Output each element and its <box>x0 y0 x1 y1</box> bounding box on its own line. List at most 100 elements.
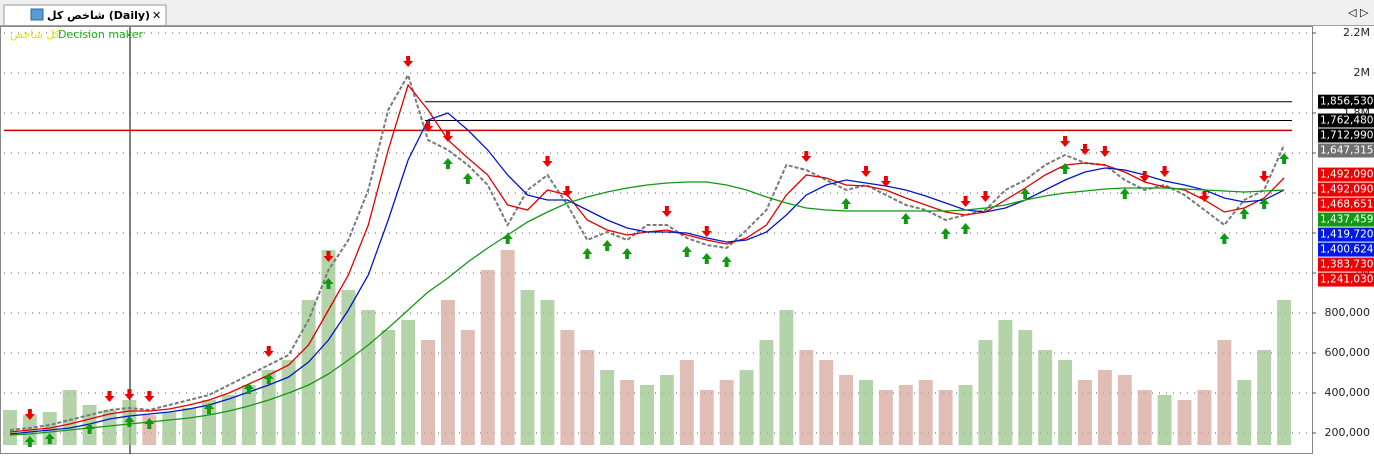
tab-close[interactable]: ✕ <box>152 9 161 22</box>
buy-signal <box>144 418 155 429</box>
volume-bar <box>819 360 834 445</box>
sell-signal <box>1159 166 1170 177</box>
sell-signal <box>124 389 135 400</box>
price-label: 1,468,651 <box>1320 199 1373 211</box>
buy-signal <box>900 213 911 224</box>
scroll-left[interactable]: ◁ <box>1348 6 1357 19</box>
scroll-right[interactable]: ▷ <box>1360 6 1369 19</box>
volume-bar <box>878 390 893 445</box>
price-box <box>1318 257 1374 272</box>
volume-bar <box>859 380 873 445</box>
price-label: 1,712,990 <box>1320 130 1373 142</box>
buy-signal <box>1020 188 1031 199</box>
legend-entry: Decision maker <box>58 28 144 41</box>
price-label: 1,492,090 <box>1320 169 1373 181</box>
buy-signal <box>1219 233 1230 244</box>
moving-average <box>9 181 1285 436</box>
volume-bar <box>221 395 236 445</box>
volume-bar <box>1197 390 1212 445</box>
sell-signal <box>1199 191 1210 202</box>
volume-bar <box>839 375 854 445</box>
buy-signal <box>1239 208 1250 219</box>
buy-signal <box>502 233 513 244</box>
volume-bar <box>779 310 794 445</box>
sell-signal <box>562 186 573 197</box>
tab-title[interactable]: شاخص کل (Daily) <box>47 9 150 22</box>
volume-bar <box>261 370 276 445</box>
tab-bar <box>0 0 1374 26</box>
price-label: 1,383,730 <box>1320 259 1373 271</box>
volume-bar <box>998 320 1013 445</box>
buy-signal <box>24 436 35 447</box>
buy-signal <box>243 383 254 394</box>
volume-bar <box>1097 370 1112 445</box>
y-tick-label: 400,000 <box>1325 386 1371 399</box>
y-tick-label: 800,000 <box>1325 306 1371 319</box>
sell-signal <box>701 226 712 237</box>
sell-signal <box>442 131 453 142</box>
price-box <box>1318 167 1374 182</box>
tab[interactable] <box>3 4 167 25</box>
volume-bar <box>1117 375 1132 445</box>
volume-bar <box>640 385 654 445</box>
sell-signal <box>960 196 971 207</box>
buy-signal <box>940 228 951 239</box>
plot-frame <box>0 26 1313 454</box>
sell-signal <box>263 346 274 357</box>
price-box <box>1318 128 1374 143</box>
volume-bar <box>719 380 734 445</box>
volume-bar <box>799 350 814 445</box>
buy-signal <box>1259 198 1270 209</box>
volume-bar <box>620 380 635 445</box>
buy-signal <box>462 173 473 184</box>
sell-signal <box>1079 144 1090 155</box>
price-box <box>1318 227 1374 242</box>
volume-bar <box>202 400 217 445</box>
volume-bar <box>182 408 197 445</box>
sell-signal <box>323 251 334 262</box>
sell-signal <box>1259 171 1270 182</box>
y-tick-label: 2M <box>1354 66 1371 79</box>
volume-bar <box>1018 330 1033 445</box>
buy-signal <box>323 278 334 289</box>
legend-entry: کل شاخص <box>10 28 61 41</box>
volume-bar <box>241 385 256 445</box>
price-label: 1,241,030 <box>1320 274 1373 286</box>
sell-signal <box>423 121 434 132</box>
price-label: 1,647,315 <box>1320 145 1373 157</box>
volume-bar <box>1137 390 1152 445</box>
volume-bar <box>440 300 455 445</box>
buy-signal <box>204 403 215 414</box>
volume-bar <box>520 290 535 445</box>
volume-bar <box>1038 350 1053 445</box>
buy-signal <box>681 246 692 257</box>
buy-signal <box>841 198 852 209</box>
volume-bar <box>600 370 615 445</box>
volume-bar <box>421 340 435 445</box>
volume-bar <box>62 390 77 445</box>
volume-bar <box>301 300 316 445</box>
price-label: 1,437,459 <box>1320 214 1373 226</box>
volume-bar <box>958 385 973 445</box>
price-box <box>1318 94 1374 109</box>
volume-bar <box>659 375 674 445</box>
volume-bar <box>321 250 336 445</box>
volume-bar <box>162 412 177 445</box>
moving-average <box>9 112 1285 435</box>
price-box <box>1318 272 1374 287</box>
volume-bar <box>679 360 694 445</box>
volume-bar <box>1058 360 1073 445</box>
price-line <box>9 72 1285 431</box>
volume-bar <box>1237 380 1252 445</box>
sell-signal <box>801 151 812 162</box>
y-tick-label: 600,000 <box>1325 346 1371 359</box>
price-box <box>1318 242 1374 257</box>
volume-bar <box>898 385 913 445</box>
y-tick-label: 2.2M <box>1343 26 1370 39</box>
volume-bar <box>759 340 774 445</box>
sell-signal <box>542 156 553 167</box>
buy-signal <box>602 240 613 251</box>
sell-signal <box>1099 146 1110 157</box>
volume-bar <box>560 330 575 445</box>
